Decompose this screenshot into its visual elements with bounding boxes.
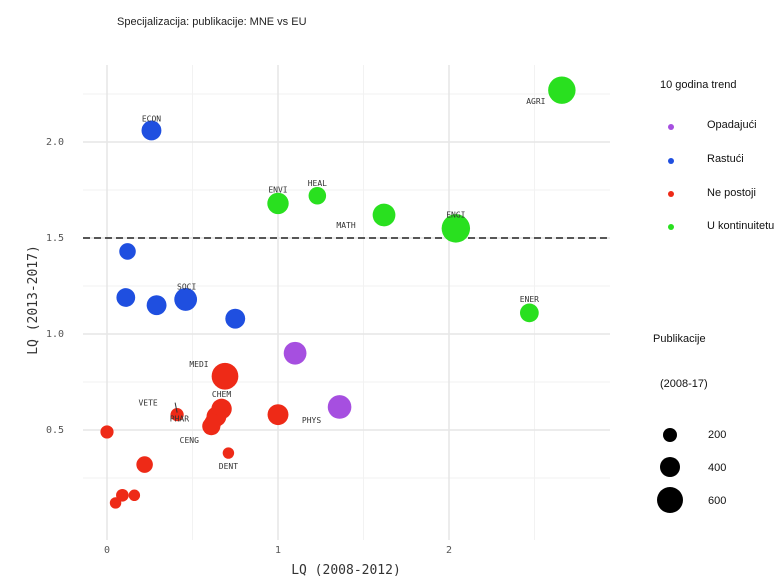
legend-dot-rastuci bbox=[668, 158, 674, 164]
y-tick-label: 1.0 bbox=[46, 329, 64, 340]
legend-size-label-400: 400 bbox=[708, 462, 727, 474]
legend-trend-title: 10 godina trend bbox=[660, 79, 737, 91]
legend-label-ne-postoji: Ne postoji bbox=[707, 187, 756, 199]
legend-size-label-600: 600 bbox=[708, 495, 727, 507]
point-label: PHAR bbox=[170, 415, 189, 424]
point-label: ENER bbox=[520, 295, 539, 304]
scatter-point bbox=[174, 288, 198, 311]
point-label: VETE bbox=[138, 399, 157, 408]
point-label: DENT bbox=[219, 462, 238, 471]
legend-label-rastuci: Rastući bbox=[707, 153, 744, 165]
scatter-point bbox=[100, 425, 114, 439]
scatter-point bbox=[109, 497, 122, 509]
legend-size-dot-600 bbox=[657, 487, 683, 513]
legend-label-u-kontinuitetu: U kontinuitetu bbox=[707, 220, 775, 232]
legend-dot-ne-postoji bbox=[668, 191, 674, 197]
point-label: CHEM bbox=[212, 390, 231, 399]
label-pointer-line bbox=[174, 402, 178, 413]
legend-size-dot-200 bbox=[663, 428, 677, 442]
point-label: HEAL bbox=[308, 179, 327, 188]
scatter-point bbox=[327, 395, 352, 419]
scatter-point bbox=[548, 76, 576, 104]
point-label: CENG bbox=[180, 436, 199, 445]
scatter-point bbox=[204, 413, 222, 431]
legend-dot-opadajuci bbox=[668, 124, 674, 130]
point-label: ECON bbox=[142, 114, 161, 123]
scatter-point bbox=[441, 214, 471, 243]
point-label: MATH bbox=[336, 221, 355, 230]
scatter-point bbox=[136, 456, 153, 473]
scatter-point bbox=[267, 192, 289, 215]
scatter-point bbox=[225, 308, 246, 329]
scatter-point bbox=[308, 186, 327, 205]
scatter-point bbox=[267, 404, 289, 426]
scatter-point bbox=[170, 408, 184, 422]
scatter-point bbox=[128, 489, 141, 501]
scatter-point bbox=[372, 203, 396, 227]
y-tick-label: 1.5 bbox=[46, 233, 64, 244]
y-tick-label: 0.5 bbox=[46, 425, 64, 436]
scatter-point bbox=[519, 303, 539, 323]
y-tick-label: 2.0 bbox=[46, 137, 64, 148]
point-label: ENGI bbox=[446, 210, 465, 219]
x-tick-label: 1 bbox=[275, 545, 281, 556]
point-label: MEDI bbox=[189, 360, 208, 369]
scatter-point bbox=[116, 488, 129, 502]
scatter-point bbox=[222, 447, 235, 459]
x-tick-label: 2 bbox=[446, 545, 452, 556]
scatter-point bbox=[116, 288, 136, 307]
scatter-point bbox=[211, 362, 239, 390]
point-label: ENVI bbox=[268, 185, 287, 194]
scatter-point bbox=[119, 243, 136, 260]
legend-size-title: Publikacije bbox=[653, 333, 706, 345]
x-axis-title: LQ (2008-2012) bbox=[291, 563, 401, 578]
legend-size-subtitle: (2008-17) bbox=[660, 378, 708, 390]
point-label: SOCI bbox=[177, 282, 196, 291]
scatter-point bbox=[283, 341, 307, 365]
legend-size-dot-400 bbox=[660, 457, 680, 477]
chart-title: Specijalizacija: publikacije: MNE vs EU bbox=[117, 16, 307, 28]
x-tick-label: 0 bbox=[104, 545, 110, 556]
scatter-point bbox=[146, 295, 167, 316]
legend-size-label-200: 200 bbox=[708, 429, 727, 441]
point-label: AGRI bbox=[526, 97, 545, 106]
y-axis-title: LQ (2013-2017) bbox=[26, 245, 41, 355]
point-label: PHYS bbox=[302, 416, 321, 425]
scatter-point bbox=[141, 120, 162, 141]
legend-dot-u-kontinuitetu bbox=[668, 224, 674, 230]
legend-label-opadajuci: Opadajući bbox=[707, 119, 757, 131]
